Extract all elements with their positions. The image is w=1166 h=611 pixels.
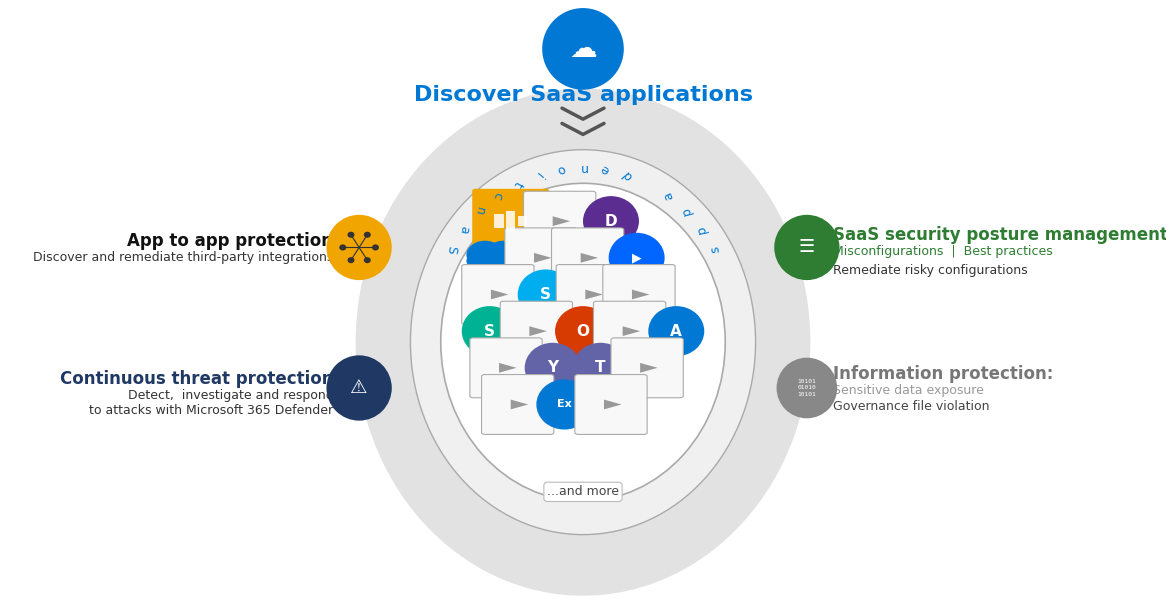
Ellipse shape (525, 343, 581, 393)
Text: p: p (695, 224, 709, 235)
Text: i: i (533, 169, 545, 180)
FancyBboxPatch shape (462, 265, 534, 324)
Text: e: e (599, 162, 612, 177)
Ellipse shape (364, 257, 371, 263)
Text: SaaS security posture management (SSPM): SaaS security posture management (SSPM) (833, 226, 1166, 244)
Text: S: S (484, 324, 496, 338)
Polygon shape (553, 216, 570, 226)
Text: Detect,  investigate and respond: Detect, investigate and respond (128, 389, 333, 402)
Ellipse shape (372, 244, 379, 251)
Text: Information protection:: Information protection: (833, 365, 1053, 383)
Ellipse shape (777, 357, 837, 419)
Ellipse shape (326, 215, 392, 280)
FancyBboxPatch shape (552, 228, 624, 288)
Text: ▶: ▶ (632, 251, 641, 265)
Polygon shape (529, 326, 547, 336)
FancyBboxPatch shape (611, 338, 683, 398)
Polygon shape (534, 253, 552, 263)
Polygon shape (499, 363, 517, 373)
Polygon shape (640, 363, 658, 373)
Polygon shape (623, 326, 640, 336)
FancyBboxPatch shape (603, 265, 675, 324)
Ellipse shape (485, 241, 522, 269)
FancyBboxPatch shape (524, 191, 596, 251)
Polygon shape (604, 400, 621, 409)
Ellipse shape (583, 196, 639, 246)
Ellipse shape (609, 233, 665, 283)
FancyBboxPatch shape (575, 375, 647, 434)
Ellipse shape (326, 356, 392, 420)
Text: ...and more: ...and more (547, 485, 619, 499)
Text: Y: Y (547, 360, 559, 375)
Text: Continuous threat protection: Continuous threat protection (59, 370, 333, 388)
Text: a: a (457, 224, 471, 234)
Bar (518, 216, 527, 226)
FancyBboxPatch shape (505, 228, 577, 288)
Text: Ex: Ex (557, 400, 571, 409)
Text: a: a (661, 190, 676, 202)
Text: ☰: ☰ (799, 238, 815, 257)
FancyBboxPatch shape (472, 189, 549, 254)
Text: d: d (620, 167, 635, 182)
Text: Discover and remediate third-party integrations: Discover and remediate third-party integ… (33, 251, 333, 265)
Text: to attacks with Microsoft 365 Defender: to attacks with Microsoft 365 Defender (90, 404, 333, 417)
Text: t: t (511, 178, 525, 189)
Ellipse shape (364, 232, 371, 238)
Ellipse shape (542, 8, 624, 90)
Ellipse shape (356, 89, 810, 596)
Text: Discover SaaS applications: Discover SaaS applications (414, 85, 752, 104)
Text: p: p (679, 206, 694, 217)
Ellipse shape (339, 244, 346, 251)
Ellipse shape (518, 269, 574, 320)
Text: o: o (554, 162, 567, 177)
Ellipse shape (441, 183, 725, 501)
Ellipse shape (462, 306, 518, 356)
Ellipse shape (466, 249, 522, 273)
Text: Misconfigurations  |  Best practices: Misconfigurations | Best practices (833, 245, 1052, 258)
Text: O: O (576, 324, 590, 338)
Ellipse shape (347, 257, 354, 263)
Ellipse shape (347, 232, 354, 238)
Text: S: S (443, 244, 457, 255)
FancyBboxPatch shape (482, 375, 554, 434)
Ellipse shape (466, 241, 504, 269)
Ellipse shape (410, 150, 756, 535)
Text: n: n (580, 161, 586, 174)
Text: App to app protection: App to app protection (127, 232, 333, 251)
Polygon shape (511, 400, 528, 409)
Ellipse shape (555, 306, 611, 356)
Text: A: A (670, 324, 682, 338)
Text: c: c (490, 190, 505, 202)
Text: D: D (605, 214, 617, 229)
Polygon shape (632, 290, 649, 299)
Text: s: s (709, 246, 723, 254)
Text: T: T (595, 360, 606, 375)
Polygon shape (581, 253, 598, 263)
Text: 10101
01010
10101: 10101 01010 10101 (798, 379, 816, 397)
Bar (494, 214, 504, 228)
Ellipse shape (774, 215, 840, 280)
Ellipse shape (573, 343, 628, 393)
Ellipse shape (536, 379, 592, 430)
FancyBboxPatch shape (500, 301, 573, 361)
Polygon shape (491, 290, 508, 299)
Text: S: S (540, 287, 552, 302)
Text: Remediate risky configurations: Remediate risky configurations (833, 263, 1027, 277)
Text: Sensitive data exposure: Sensitive data exposure (833, 384, 983, 397)
Text: ☁: ☁ (569, 35, 597, 63)
Ellipse shape (648, 306, 704, 356)
FancyBboxPatch shape (470, 338, 542, 398)
Polygon shape (585, 290, 603, 299)
Text: n: n (472, 206, 487, 217)
Bar (506, 211, 515, 232)
FancyBboxPatch shape (556, 265, 628, 324)
Text: Governance file violation: Governance file violation (833, 400, 989, 414)
Text: ⚠: ⚠ (350, 378, 368, 398)
FancyBboxPatch shape (593, 301, 666, 361)
